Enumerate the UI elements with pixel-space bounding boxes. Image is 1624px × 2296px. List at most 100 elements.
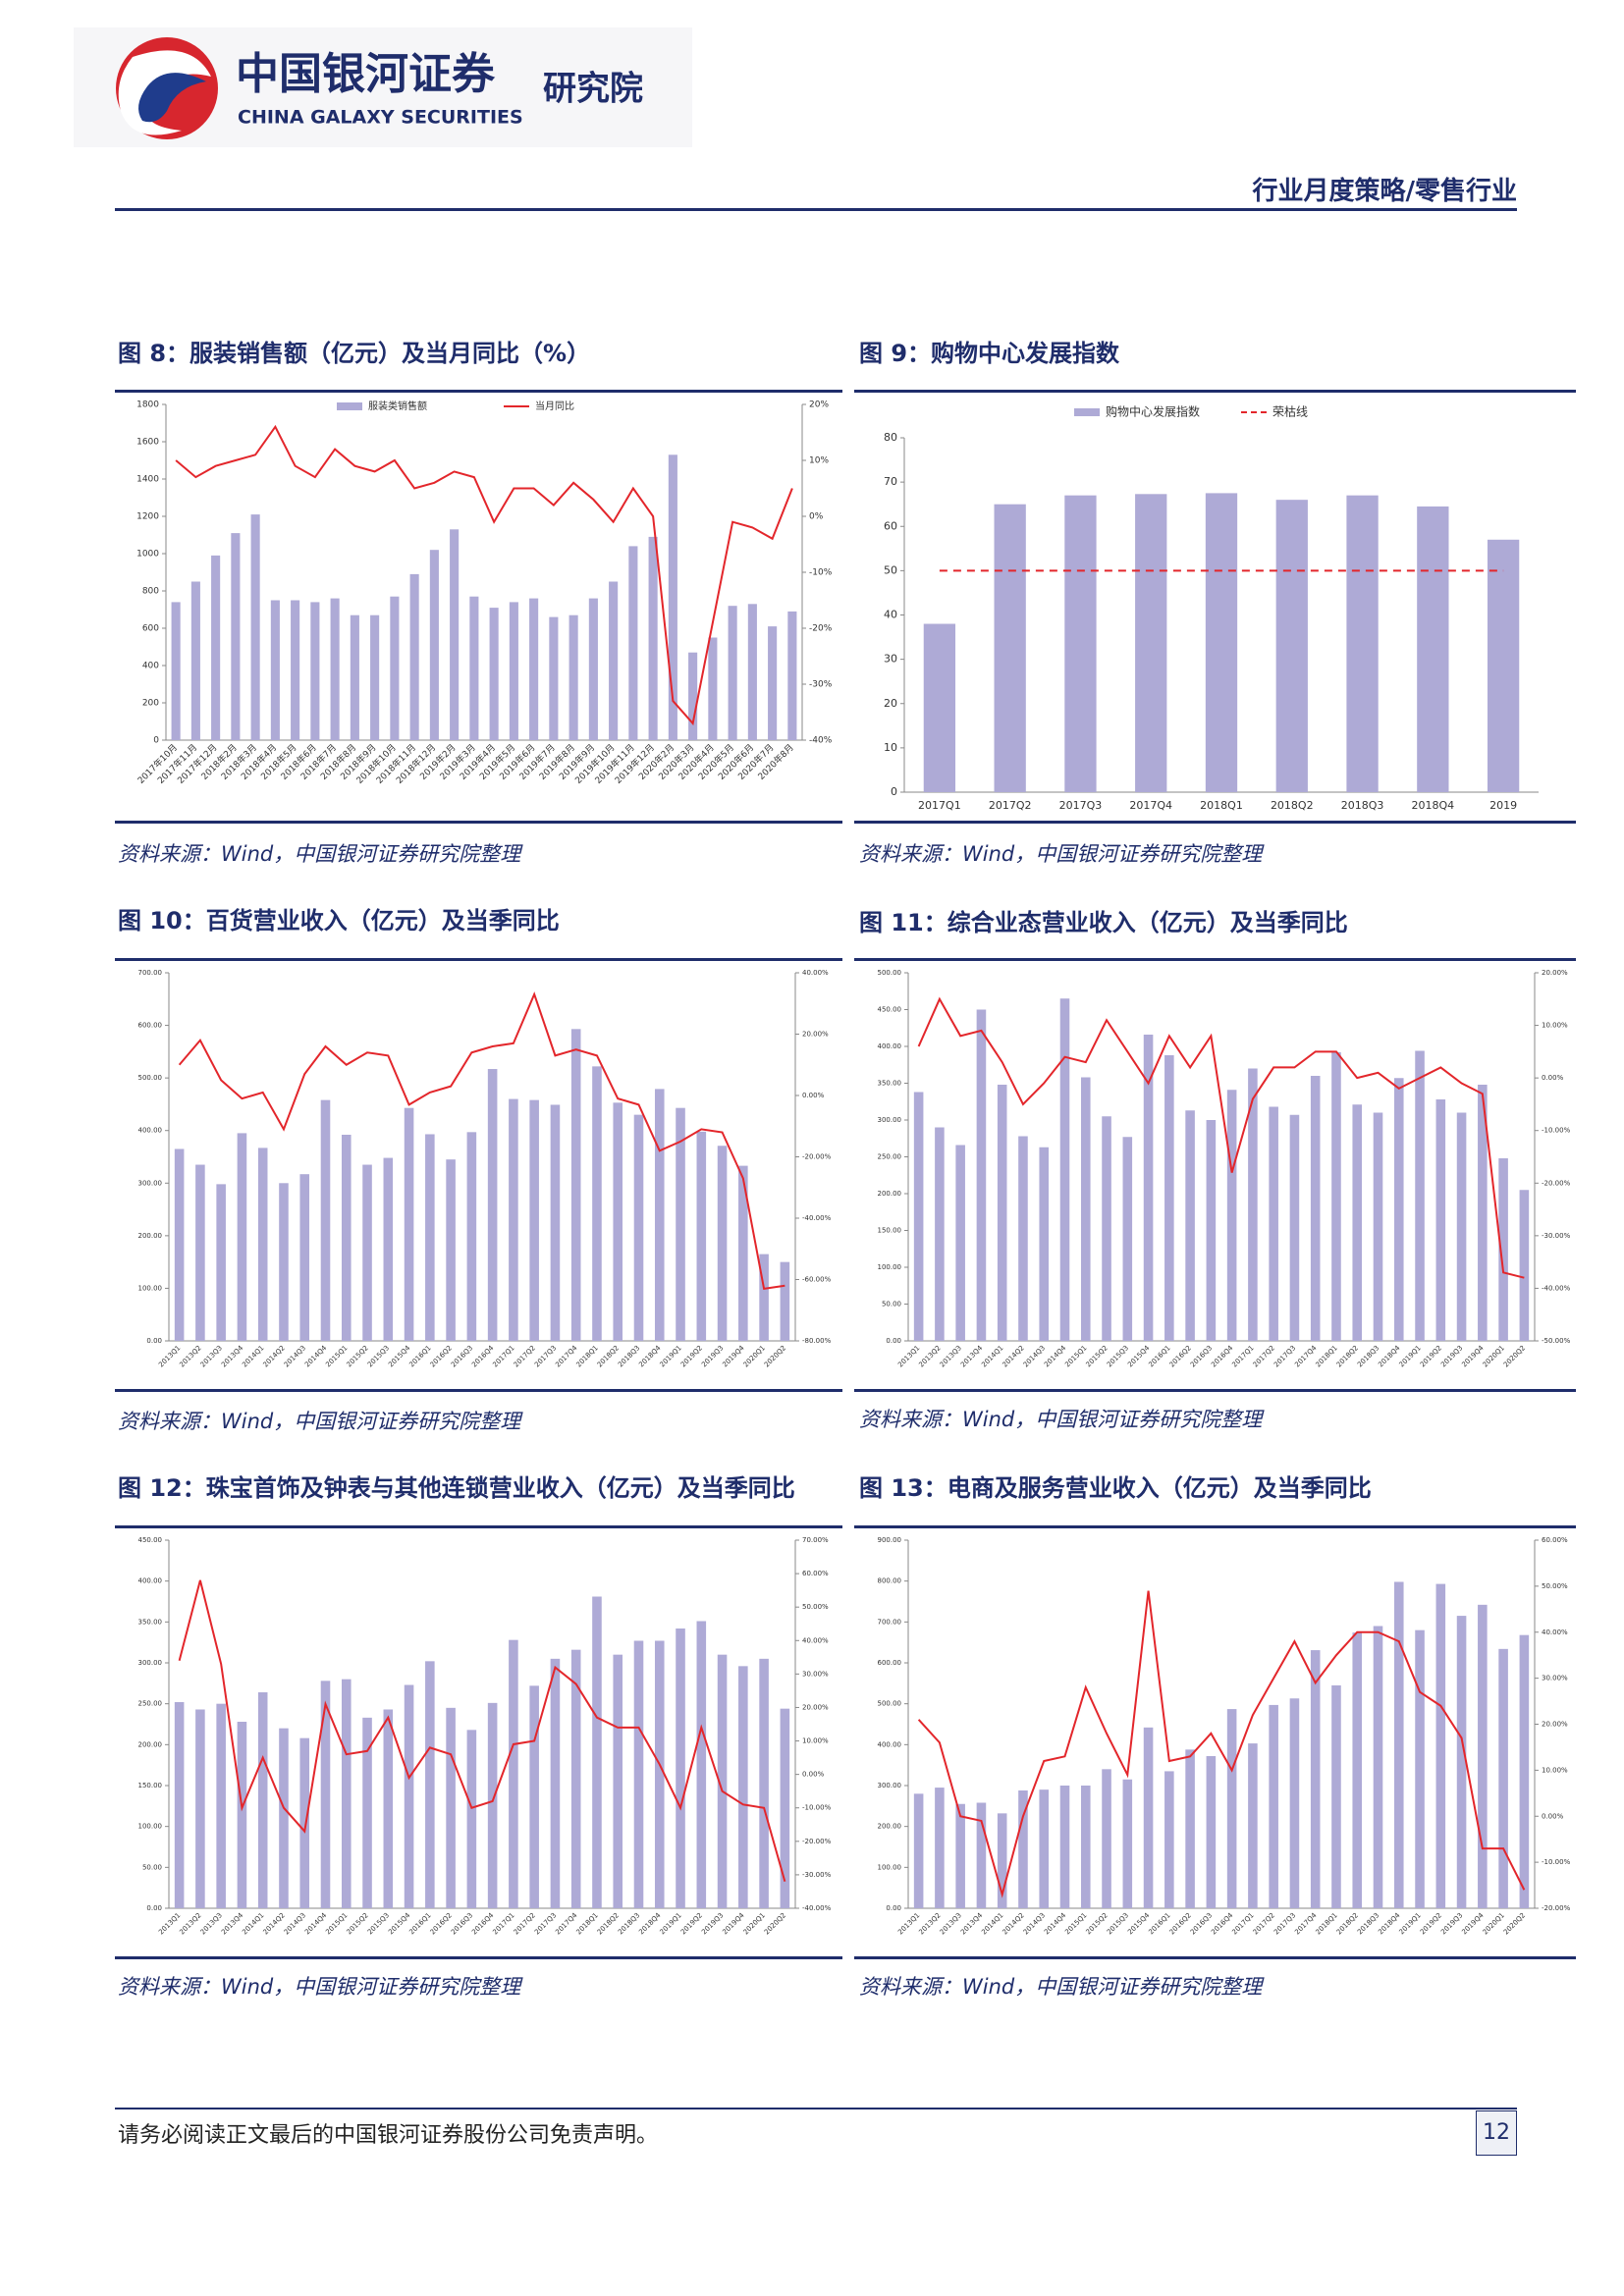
y2-tick-label: 0% — [809, 512, 824, 522]
y2-tick-label: -20.00% — [1542, 1179, 1571, 1187]
x-tick-label: 2014Q3 — [1022, 1344, 1047, 1368]
bar — [250, 514, 260, 740]
x-tick-label: 2013Q3 — [939, 1344, 963, 1368]
bar — [759, 1658, 769, 1908]
line-series — [178, 991, 785, 1291]
figure-rule — [854, 958, 1576, 961]
y2-tick-label: -20.00% — [1542, 1904, 1571, 1912]
y2-tick-label: -10.00% — [802, 1804, 832, 1812]
bar — [1269, 1106, 1278, 1341]
y-tick-label: 500.00 — [878, 1700, 902, 1708]
x-tick-label: 2018Q1 — [1314, 1344, 1338, 1368]
bar — [299, 1737, 310, 1908]
x-tick-label: 2019Q2 — [679, 1911, 704, 1936]
bar — [1478, 1604, 1488, 1908]
figure-rule — [115, 1956, 842, 1959]
bar — [708, 637, 718, 740]
bar — [676, 1107, 685, 1341]
y-tick-label: 200 — [142, 699, 159, 709]
figure-rule — [854, 1956, 1576, 1959]
x-tick-label: 2014Q1 — [241, 1344, 265, 1368]
x-tick-label: 2019Q1 — [1398, 1344, 1423, 1368]
x-tick-label: 2015Q3 — [1106, 1911, 1130, 1936]
bar — [299, 1174, 310, 1341]
bar — [923, 623, 956, 792]
bar — [509, 602, 518, 740]
y-tick-label: 200.00 — [138, 1232, 163, 1240]
y2-tick-label: -20% — [809, 624, 833, 634]
bar — [654, 1640, 665, 1908]
x-tick-label: 2016Q3 — [450, 1344, 474, 1368]
y-tick-label: 700.00 — [878, 1618, 902, 1626]
y-tick-label: 800 — [142, 587, 159, 597]
x-tick-label: 2014Q2 — [261, 1344, 286, 1368]
y2-tick-label: -20.00% — [802, 1838, 832, 1845]
bar — [429, 550, 439, 740]
bar — [1393, 1581, 1404, 1908]
bar — [1143, 1727, 1154, 1908]
chart: 0.00 50.00 100.00 150.00 200.00 250.00 300.00 3… — [878, 969, 1571, 1368]
bar — [1164, 1771, 1174, 1908]
y2-tick-label: 20.00% — [802, 1031, 829, 1039]
bar — [1185, 1110, 1195, 1341]
bar — [362, 1164, 372, 1341]
y2-tick-label: 0.00% — [802, 1771, 825, 1779]
figure-title: 图 10：百货营业收入（亿元）及当季同比 — [118, 907, 560, 934]
bar — [1435, 1583, 1446, 1908]
y2-tick-label: 50.00% — [1542, 1582, 1568, 1590]
y-tick-label: 50.00 — [882, 1301, 901, 1308]
bar — [1289, 1114, 1300, 1341]
y2-tick-label: 50.00% — [802, 1603, 829, 1611]
x-tick-label: 2020Q2 — [763, 1911, 787, 1936]
x-tick-label: 2014Q2 — [1001, 1344, 1025, 1368]
x-tick-label: 2018Q3 — [1356, 1911, 1380, 1936]
bar — [549, 616, 559, 740]
bar — [320, 1681, 331, 1908]
y-tick-label: 150.00 — [138, 1782, 163, 1789]
bar — [668, 454, 677, 740]
bar — [362, 1717, 372, 1908]
logo-en: CHINA GALAXY SECURITIES — [238, 107, 523, 129]
bar — [696, 1621, 707, 1908]
bar — [1310, 1650, 1321, 1908]
x-tick-label: 2017Q1 — [491, 1911, 515, 1936]
bar — [935, 1788, 945, 1908]
y2-tick-label: 40.00% — [802, 1636, 829, 1644]
bar — [1206, 1120, 1217, 1341]
y2-tick-label: 20.00% — [1542, 969, 1568, 977]
bar — [780, 1708, 790, 1908]
x-tick-label: 2018Q2 — [1335, 1344, 1360, 1368]
x-tick-label: 2017Q3 — [1272, 1344, 1297, 1368]
x-tick-label: 2019 — [1489, 799, 1517, 812]
bar — [1456, 1112, 1467, 1341]
bar — [613, 1654, 623, 1908]
bar — [404, 1107, 414, 1341]
bar — [195, 1709, 205, 1908]
x-tick-label: 2018Q4 — [1412, 799, 1455, 812]
line-series — [917, 1590, 1526, 1898]
bar — [237, 1722, 247, 1908]
x-tick-label: 2018Q2 — [596, 1911, 621, 1936]
y2-tick-label: -80.00% — [802, 1337, 832, 1345]
bar — [404, 1684, 414, 1908]
y2-tick-label: 30.00% — [1542, 1675, 1568, 1682]
bar — [1275, 500, 1308, 792]
x-tick-label: 2015Q1 — [1063, 1344, 1088, 1368]
y-tick-label: 50 — [884, 563, 897, 576]
bar — [913, 1793, 924, 1908]
bar — [633, 1640, 644, 1908]
bar — [350, 614, 359, 740]
bar — [728, 606, 737, 740]
x-tick-label: 2014Q1 — [980, 1911, 1004, 1936]
bar — [609, 581, 619, 740]
header-rule — [115, 208, 1517, 211]
bar — [279, 1728, 289, 1908]
y2-tick-label: -20.00% — [802, 1153, 832, 1161]
y-tick-label: 1400 — [136, 475, 159, 485]
y-tick-label: 400.00 — [878, 1740, 902, 1748]
chart: 0.00 100.00 200.00 300.00 400.00 500.00 600.00… — [878, 1536, 1571, 1936]
bar — [1018, 1136, 1028, 1341]
x-tick-label: 2016Q2 — [429, 1911, 454, 1936]
bar — [1248, 1743, 1258, 1908]
y-tick-label: 400.00 — [138, 1577, 163, 1585]
